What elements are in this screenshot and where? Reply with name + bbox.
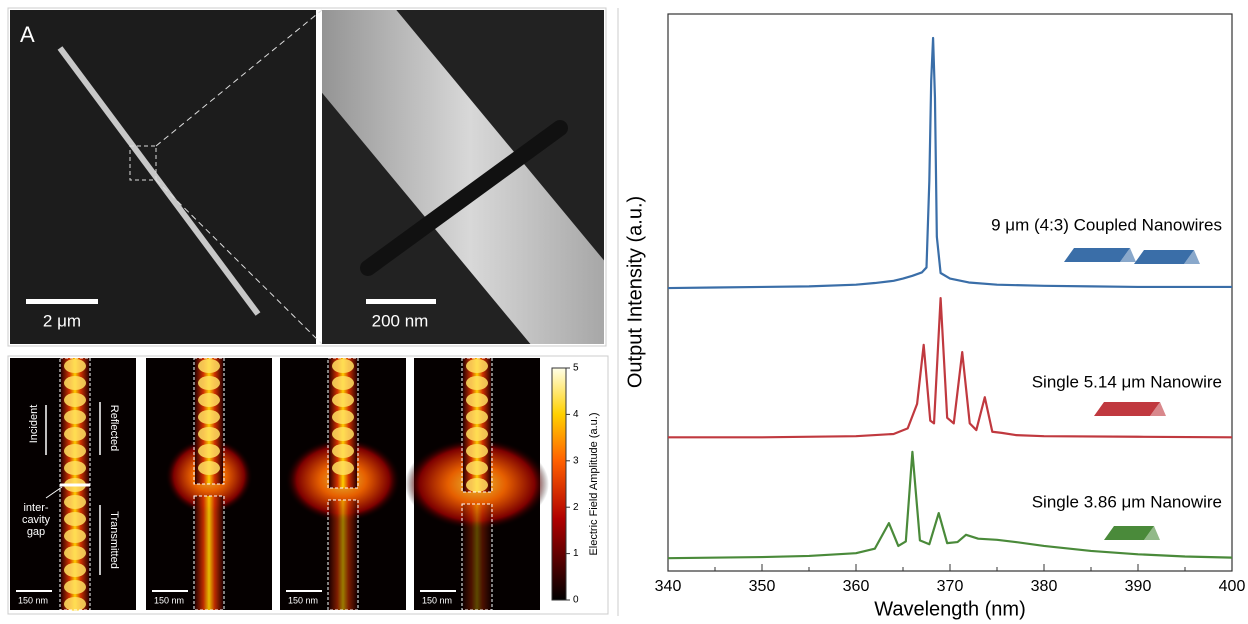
nanowire-icon [1134, 250, 1194, 264]
x-tick-label: 340 [655, 578, 682, 595]
field-bead [198, 393, 220, 407]
x-tick-label: 400 [1219, 578, 1246, 595]
field-bead [332, 393, 354, 407]
colorbar-tick-label: 0 [573, 595, 579, 606]
field-bead [466, 376, 488, 390]
scale-bar [366, 299, 436, 304]
field-bead [64, 563, 86, 577]
field-bead [466, 478, 488, 492]
field-mode [463, 504, 491, 610]
colorbar [552, 368, 566, 600]
x-tick-label: 350 [749, 578, 776, 595]
field-bead [64, 393, 86, 407]
field-bead [64, 410, 86, 424]
field-mode [329, 500, 357, 610]
scale-bar [26, 299, 98, 304]
field-bead [198, 427, 220, 441]
field-bead [332, 410, 354, 424]
colorbar-label: Electric Field Amplitude (a.u.) [588, 412, 600, 555]
x-tick-label: 390 [1125, 578, 1152, 595]
colorbar-tick-label: 3 [573, 455, 579, 466]
field-bead [332, 461, 354, 475]
reflected-label: Reflected [108, 405, 120, 451]
field-bead [64, 427, 86, 441]
field-bead [64, 359, 86, 373]
field-bead [332, 444, 354, 458]
gap-label: cavity [22, 514, 51, 526]
field-bead [64, 546, 86, 560]
field-bead [466, 427, 488, 441]
field-mode [195, 496, 223, 610]
x-tick-label: 380 [1031, 578, 1058, 595]
field-bead [332, 427, 354, 441]
field-bead [64, 495, 86, 509]
transmitted-label: Transmitted [108, 511, 120, 569]
field-bead [332, 359, 354, 373]
figure: 2 μm A 200 nm 150 nm 150 nm 150 nm 150 nm In… [0, 0, 1248, 624]
field-bead [198, 359, 220, 373]
field-bead [466, 410, 488, 424]
nanowire-icon [1064, 248, 1130, 262]
field-bead [466, 393, 488, 407]
colorbar-tick-label: 4 [573, 409, 579, 420]
field-bead [64, 444, 86, 458]
panel-label: A [20, 22, 35, 47]
y-axis-title: Output Intensity (a.u.) [624, 196, 646, 388]
sem-panels: 2 μm A 200 nm [8, 0, 640, 390]
x-tick-label: 370 [937, 578, 964, 595]
nanowire-icon [1094, 402, 1160, 416]
scale-bar [420, 590, 456, 592]
gap-label: inter- [23, 502, 48, 514]
field-bead [64, 580, 86, 594]
chart: Wavelength (nm) Output Intensity (a.u.) … [624, 14, 1245, 620]
scale-label: 150 nm [288, 595, 318, 605]
field-bead [198, 376, 220, 390]
scale-bar [286, 590, 322, 592]
scale-label: 150 nm [422, 595, 452, 605]
scale-label: 150 nm [18, 595, 48, 605]
field-bead [64, 597, 86, 611]
field-bead [64, 461, 86, 475]
scale-label: 200 nm [372, 311, 429, 330]
field-bead [466, 461, 488, 475]
field-bead [332, 376, 354, 390]
series-label: Single 5.14 μm Nanowire [1032, 372, 1222, 391]
series-label: Single 3.86 μm Nanowire [1032, 492, 1222, 511]
field-bead [198, 461, 220, 475]
field-bead [466, 359, 488, 373]
series-line [668, 298, 1232, 437]
field-bead [198, 444, 220, 458]
series-label: 9 μm (4:3) Coupled Nanowires [991, 215, 1222, 234]
gap-label: gap [27, 526, 45, 538]
scale-bar [16, 590, 52, 592]
field-bead [64, 529, 86, 543]
field-bead [466, 444, 488, 458]
colorbar-tick-label: 2 [573, 502, 579, 513]
field-bead [64, 376, 86, 390]
field-maps: 150 nm 150 nm 150 nm 150 nm Incident Reflecte… [8, 356, 608, 614]
scale-label: 2 μm [43, 311, 81, 330]
x-axis-title: Wavelength (nm) [874, 598, 1026, 620]
scale-label: 150 nm [154, 595, 184, 605]
colorbar-tick-label: 5 [573, 363, 579, 374]
incident-label: Incident [28, 405, 40, 444]
scale-bar [152, 590, 188, 592]
field-bead [198, 410, 220, 424]
sem-image [10, 10, 316, 344]
colorbar-tick-label: 1 [573, 548, 579, 559]
x-tick-label: 360 [843, 578, 870, 595]
field-bead [64, 512, 86, 526]
plot-frame [668, 14, 1232, 571]
